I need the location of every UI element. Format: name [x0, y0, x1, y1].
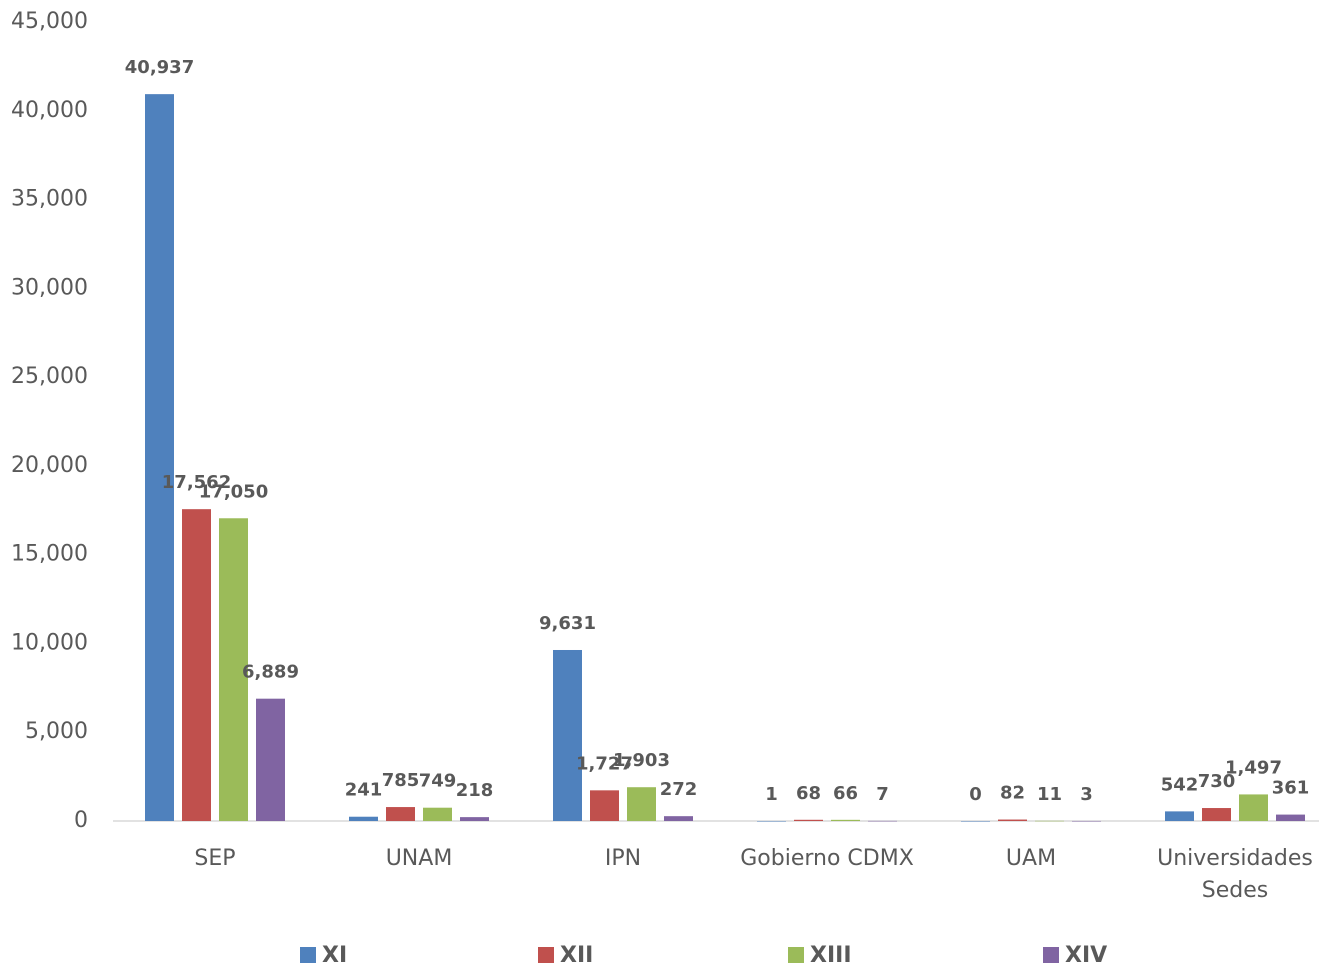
legend-swatch	[1043, 947, 1059, 963]
value-label: 241	[345, 780, 383, 801]
x-tick-label: Gobierno CDMX	[727, 843, 927, 875]
bar	[145, 94, 174, 821]
bar	[1165, 811, 1194, 821]
bar	[1035, 821, 1064, 822]
y-tick-label: 15,000	[11, 542, 88, 567]
bar	[1072, 821, 1101, 822]
bar	[998, 820, 1027, 821]
bar	[423, 808, 452, 821]
bar	[349, 817, 378, 821]
legend-swatch	[300, 947, 316, 963]
bar	[590, 790, 619, 821]
bar	[1276, 815, 1305, 821]
legend-label: XI	[322, 943, 347, 968]
bar	[460, 817, 489, 821]
value-label: 1	[765, 784, 778, 805]
value-label: 11	[1037, 784, 1062, 805]
y-tick-label: 45,000	[11, 9, 88, 34]
bar	[627, 787, 656, 821]
y-tick-label: 20,000	[11, 453, 88, 478]
value-label: 272	[660, 779, 698, 800]
y-tick-label: 0	[74, 808, 88, 833]
value-label: 6,889	[242, 662, 299, 683]
value-label: 749	[419, 771, 457, 792]
y-tick-label: 10,000	[11, 630, 88, 655]
y-tick-label: 40,000	[11, 98, 88, 123]
x-tick-label: IPN	[523, 843, 723, 875]
legend-swatch	[788, 947, 804, 963]
bar	[1239, 794, 1268, 821]
bar	[182, 509, 211, 821]
bar	[1202, 808, 1231, 821]
bar	[757, 821, 786, 822]
value-label: 0	[969, 784, 982, 805]
bar	[961, 821, 990, 822]
value-label: 40,937	[125, 57, 194, 78]
y-tick-label: 30,000	[11, 275, 88, 300]
legend-label: XII	[560, 943, 593, 968]
x-tick-label: UAM	[931, 843, 1131, 875]
value-label: 218	[456, 780, 494, 801]
x-tick-label: UNAM	[319, 843, 519, 875]
legend-swatch	[538, 947, 554, 963]
bar	[664, 816, 693, 821]
bar	[831, 820, 860, 821]
value-label: 68	[796, 783, 821, 804]
bar	[386, 807, 415, 821]
bar	[553, 650, 582, 821]
value-label: 66	[833, 783, 858, 804]
value-label: 17,050	[199, 481, 268, 502]
bar	[794, 820, 823, 821]
legend-label: XIII	[810, 943, 852, 968]
value-label: 1,497	[1225, 757, 1282, 778]
x-tick-label: SEP	[115, 843, 315, 875]
value-label: 785	[382, 770, 420, 791]
value-label: 7	[876, 784, 889, 805]
chart: 0 5,000 10,000 15,000 20,000 25,000 30,000 35,0…	[0, 0, 1319, 970]
value-label: 9,631	[539, 613, 596, 634]
value-label: 3	[1080, 784, 1093, 805]
y-tick-label: 5,000	[25, 719, 88, 744]
legend-label: XIV	[1065, 943, 1107, 968]
value-label: 542	[1161, 774, 1199, 795]
value-label: 361	[1272, 778, 1310, 799]
bar	[256, 699, 285, 821]
chart-page: 0 5,000 10,000 15,000 20,000 25,000 30,000 35,0…	[0, 0, 1319, 970]
x-tick-label: Universidades Sedes	[1135, 843, 1319, 907]
y-tick-label: 35,000	[11, 187, 88, 212]
value-label: 1,903	[613, 750, 670, 771]
value-label: 82	[1000, 783, 1025, 804]
bar	[868, 821, 897, 822]
y-tick-label: 25,000	[11, 364, 88, 389]
